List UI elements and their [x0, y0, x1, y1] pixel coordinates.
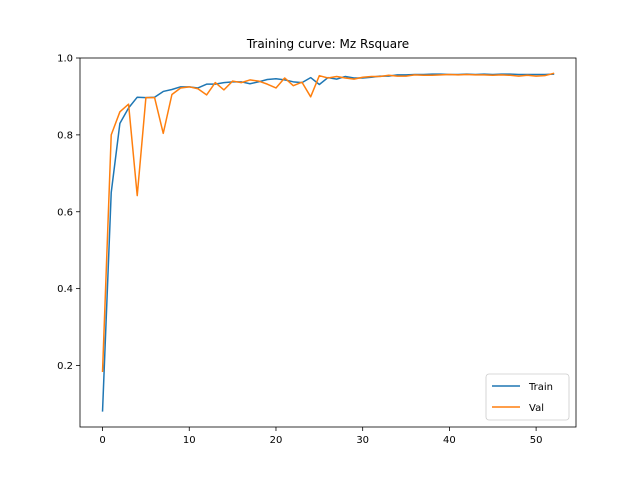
legend-box	[485, 373, 570, 421]
plot-background	[80, 58, 576, 427]
y-tick-label: 0.2	[57, 361, 73, 372]
x-tick-label: 20	[270, 435, 283, 446]
legend-label-val: Val	[529, 403, 544, 414]
x-tick-label: 30	[356, 435, 369, 446]
x-tick-label: 50	[530, 435, 543, 446]
x-tick-label: 40	[443, 435, 456, 446]
chart-title: Training curve: Mz Rsquare	[246, 37, 409, 51]
x-tick-label: 10	[183, 435, 196, 446]
x-tick-label: 0	[99, 435, 105, 446]
y-tick-label: 0.8	[57, 130, 73, 141]
legend-label-train: Train	[528, 382, 553, 393]
y-tick-label: 1.0	[57, 54, 73, 65]
y-axis: 0.2 0.4 0.6 0.8 1.0	[57, 54, 80, 372]
series-layer	[101, 72, 555, 412]
x-axis: 0 10 20 30 40 50	[99, 427, 542, 446]
y-tick-label: 0.6	[57, 207, 73, 218]
y-tick-label: 0.4	[57, 284, 73, 295]
legend: Train Val	[485, 373, 570, 421]
series-line-val	[101, 72, 555, 373]
axes-frame	[79, 57, 577, 428]
plot-area: 0 10 20 30 40 50 0.2 0.4 0.6 0.8 1.0	[57, 54, 577, 446]
